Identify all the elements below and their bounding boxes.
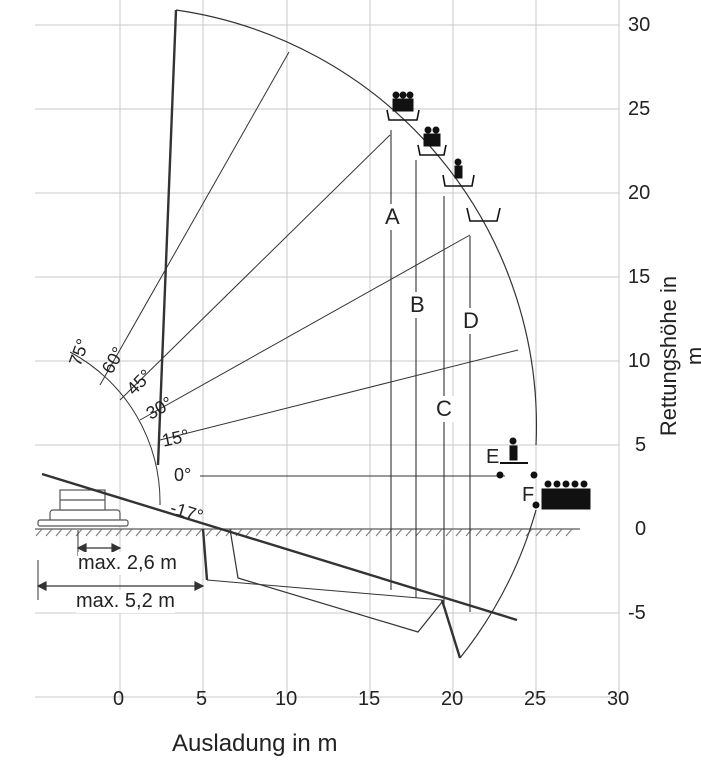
y-axis-label: Rettungshöhe in m [656, 275, 701, 437]
zone-lines [390, 130, 471, 612]
y-tick-20: 20 [628, 182, 651, 204]
angle-label-neg17: -17° [167, 497, 206, 527]
zone-label-d: D [461, 308, 481, 334]
persons-f-icon [541, 480, 591, 510]
ground-line [35, 528, 580, 537]
point-e2-dot [530, 471, 538, 479]
platform-icons [386, 91, 591, 510]
platform-2-persons-icon [417, 126, 447, 156]
angle-label-0: 0° [174, 465, 192, 485]
platform-1-person-icon [442, 158, 475, 187]
angle-label-45: 45° [122, 365, 156, 399]
x-tick-0: 0 [113, 688, 125, 710]
y-tick-neg5: -5 [628, 602, 646, 624]
angle-label-30: 30° [142, 392, 177, 424]
point-label-f: F [522, 484, 535, 506]
x-tick-15: 15 [358, 688, 381, 710]
y-tick-15: 15 [628, 266, 651, 288]
y-tick-0: 0 [635, 518, 647, 540]
dimension-label-short: max. 2,6 m [78, 552, 177, 575]
y-tick-30: 30 [628, 14, 651, 36]
y-tick-25: 25 [628, 98, 651, 120]
grid [35, 0, 620, 700]
angle-label-15: 15° [160, 425, 191, 451]
platform-empty-icon [466, 207, 501, 222]
person-e-icon [500, 437, 528, 464]
zone-label-a: A [383, 204, 402, 230]
platform-3-persons-icon [386, 91, 420, 121]
point-e-dot [496, 471, 504, 479]
y-tick-5: 5 [635, 434, 647, 456]
x-tick-30: 30 [607, 688, 630, 710]
dimension-label-long: max. 5,2 m [76, 590, 175, 613]
x-tick-10: 10 [275, 688, 298, 710]
x-tick-25: 25 [524, 688, 547, 710]
angle-label-75: 75° [65, 336, 94, 369]
y-tick-10: 10 [628, 350, 651, 372]
zone-label-c: C [434, 396, 454, 422]
working-envelope [175, 9, 538, 659]
dimension-lines [36, 530, 205, 600]
x-axis-label: Ausladung in m [172, 730, 338, 757]
truck-icon [37, 489, 129, 527]
x-tick-20: 20 [441, 688, 464, 710]
point-label-e: E [486, 446, 500, 468]
zone-label-b: B [408, 292, 427, 318]
x-tick-5: 5 [196, 688, 208, 710]
angle-label-60: 60° [97, 343, 129, 378]
point-f-dot [532, 501, 540, 509]
inner-arc [69, 351, 161, 506]
boom-lines [41, 9, 519, 659]
